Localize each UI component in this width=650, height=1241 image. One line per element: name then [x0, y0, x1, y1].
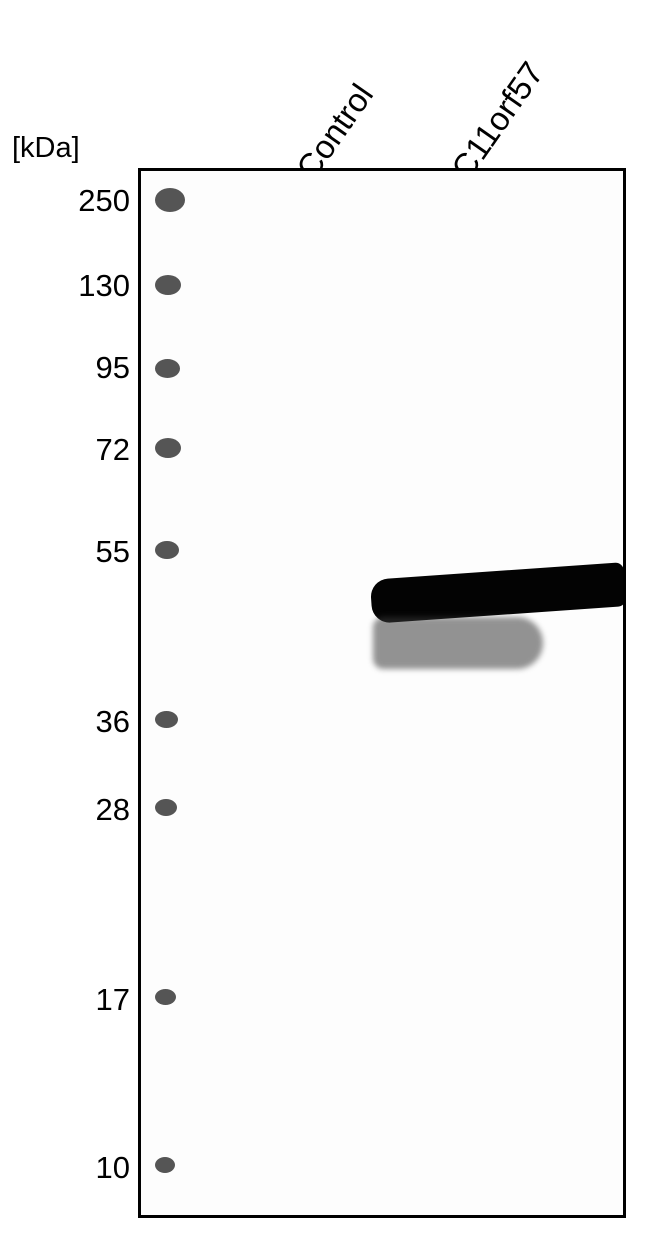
- marker-band-55: [155, 541, 179, 559]
- marker-band-130: [155, 275, 181, 295]
- marker-band-72: [155, 438, 181, 458]
- tick-36: 36: [96, 704, 130, 740]
- signal-band-main: [370, 562, 626, 624]
- tick-72: 72: [96, 432, 130, 468]
- marker-band-36: [155, 711, 178, 728]
- marker-band-250: [155, 188, 185, 212]
- blot-container: [kDa] Control C11orf57 250 130 95 72 55 …: [0, 0, 650, 1241]
- tick-10: 10: [96, 1150, 130, 1186]
- marker-band-28: [155, 799, 177, 816]
- marker-band-10: [155, 1157, 175, 1173]
- tick-130: 130: [78, 268, 130, 304]
- tick-17: 17: [96, 982, 130, 1018]
- y-axis-unit-label: [kDa]: [12, 132, 80, 165]
- tick-95: 95: [96, 350, 130, 386]
- marker-band-95: [155, 359, 180, 378]
- tick-28: 28: [96, 792, 130, 828]
- tick-250: 250: [78, 183, 130, 219]
- lane-label-sample: C11orf57: [444, 55, 552, 186]
- marker-band-17: [155, 989, 176, 1005]
- blot-frame: [138, 168, 626, 1218]
- tick-55: 55: [96, 534, 130, 570]
- signal-band-smear: [373, 617, 543, 669]
